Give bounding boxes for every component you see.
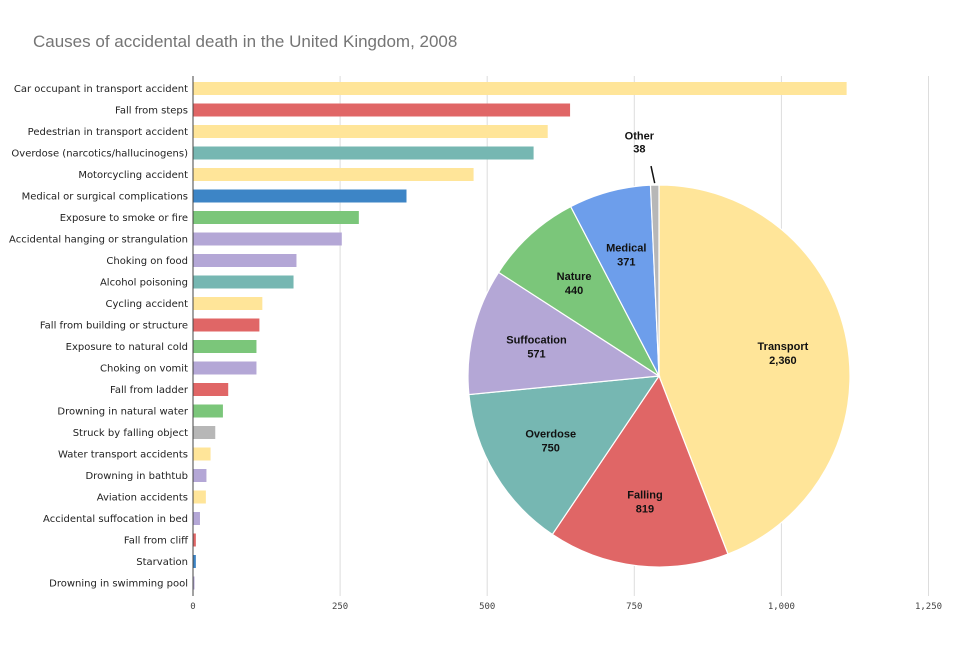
category-label: Water transport accidents (58, 450, 188, 461)
pie-slice-value: 571 (527, 348, 545, 360)
bar (193, 361, 257, 375)
pie-chart: Transport 2,360 Falling 819 Overdose 750 Suffo… (467, 131, 851, 568)
bar (193, 340, 257, 353)
bar (193, 383, 229, 396)
pie-slice (658, 184, 851, 555)
pie-slice-label: Suffocation (506, 334, 567, 346)
bar (193, 232, 342, 246)
category-label: Cycling accident (106, 299, 189, 310)
pie-label-leader (650, 165, 656, 184)
pie-slice-label: Overdose (525, 429, 576, 441)
bar (193, 168, 474, 181)
bar-chart: 0 250 500 750 1,000 1,250 Car occupant in tran… (9, 76, 942, 612)
x-tick-label: 750 (626, 602, 642, 612)
bar (193, 189, 407, 203)
pie-slice-value: 440 (565, 285, 583, 297)
bar (193, 469, 207, 482)
bar (193, 297, 263, 310)
pie-slice (649, 184, 660, 377)
pie-slice-value: 38 (633, 144, 645, 156)
bar (193, 211, 359, 224)
category-label: Fall from ladder (110, 385, 189, 396)
category-label: Drowning in swimming pool (49, 579, 188, 590)
pie-slice-value: 371 (617, 256, 635, 268)
bar (193, 404, 223, 418)
pie-slice (468, 375, 661, 536)
category-label: Choking on food (106, 256, 188, 267)
bar (193, 318, 260, 332)
pie-slice-label: Medical (606, 242, 646, 254)
category-label: Fall from cliff (124, 536, 189, 547)
category-label: Accidental suffocation in bed (43, 514, 188, 525)
pie-slice-label: Nature (557, 271, 592, 283)
pie-slice-label: Transport (758, 341, 809, 353)
bar (193, 146, 534, 160)
category-label: Accidental hanging or strangulation (9, 235, 188, 246)
bar (193, 426, 216, 439)
category-label: Drowning in natural water (57, 407, 188, 418)
x-tick-label: 0 (190, 602, 195, 612)
category-label: Pedestrian in transport accident (28, 127, 188, 138)
bar (193, 533, 196, 547)
x-tick-label: 500 (479, 602, 495, 612)
x-tick-label: 1,250 (915, 602, 942, 612)
bar (193, 125, 548, 138)
category-label: Fall from building or structure (40, 321, 188, 332)
x-tick-label: 250 (332, 602, 348, 612)
pie-slice-value: 2,360 (769, 355, 797, 367)
pie-slice-value: 750 (542, 443, 560, 455)
pie-slice (467, 271, 661, 396)
category-label: Medical or surgical complications (22, 192, 188, 203)
bar (193, 490, 206, 504)
x-tick-label: 1,000 (768, 602, 795, 612)
category-label: Alcohol poisoning (100, 278, 188, 289)
chart-title: Causes of accidental death in the United… (33, 32, 458, 51)
category-label: Car occupant in transport accident (14, 84, 188, 95)
pie-slice (497, 205, 661, 378)
bar (193, 447, 211, 461)
bar (193, 275, 294, 289)
category-label: Motorcycling accident (78, 170, 188, 181)
pie-slice-label: Falling (627, 489, 662, 501)
category-label: Drowning in bathtub (85, 471, 188, 482)
pie-slice-label: Other (625, 131, 655, 143)
category-label: Overdose (narcotics/hallucinogens) (11, 149, 188, 160)
bar (193, 576, 195, 590)
category-label: Exposure to natural cold (66, 342, 188, 353)
category-label: Choking on vomit (100, 364, 188, 375)
pie-slice-value: 819 (636, 503, 654, 515)
bar (193, 82, 847, 95)
category-label: Exposure to smoke or fire (60, 213, 188, 224)
category-label: Starvation (136, 557, 188, 568)
pie-slice (551, 374, 729, 568)
category-label: Aviation accidents (97, 493, 188, 504)
bar (193, 103, 571, 117)
bar (193, 254, 297, 267)
bar (193, 555, 196, 568)
category-label: Fall from steps (115, 106, 188, 117)
bar (193, 512, 200, 525)
category-label: Struck by falling object (73, 428, 188, 439)
